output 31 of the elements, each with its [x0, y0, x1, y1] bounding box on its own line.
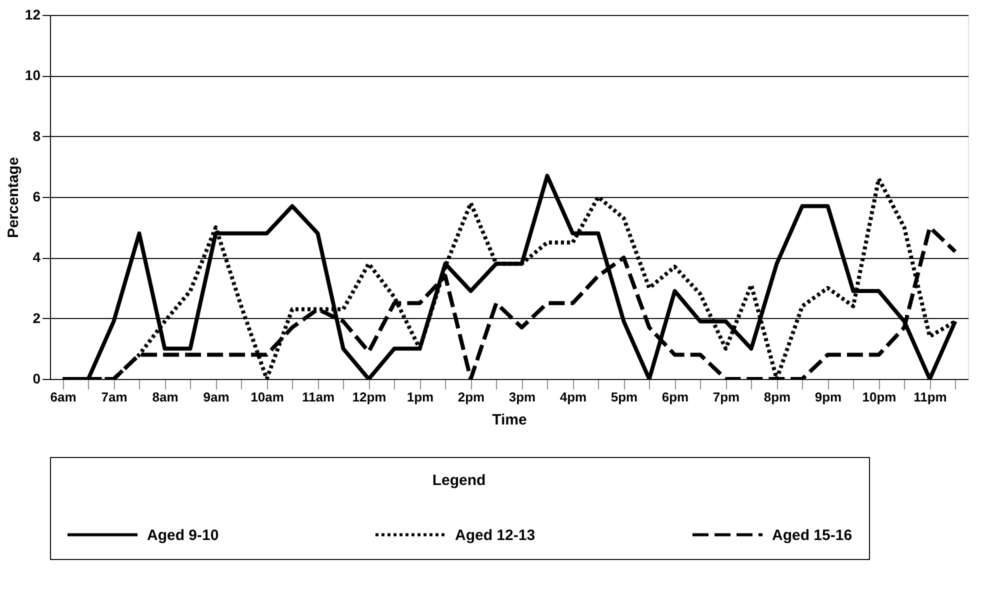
legend-label: Aged 15-16	[772, 526, 852, 544]
legend-title: Legend	[432, 472, 486, 489]
x-tick-label: 11am	[302, 390, 335, 404]
x-tick-label: 8am	[152, 390, 178, 404]
x-tick-label: 9pm	[814, 390, 842, 404]
y-tick-label: 10	[24, 67, 41, 84]
x-axis-title: Time	[492, 412, 527, 428]
x-tick-label: 10pm	[862, 390, 896, 404]
y-tick-label: 6	[32, 188, 41, 204]
x-tick-label: 2pm	[458, 390, 485, 404]
x-tick-label: 7am	[101, 390, 128, 404]
y-tick-label: 0	[32, 370, 41, 386]
x-tick-label: 8pm	[764, 390, 791, 404]
legend-label: Aged 9-10	[147, 526, 219, 544]
x-tick-label: 11pm	[914, 390, 947, 404]
x-tick-label: 6pm	[662, 390, 689, 404]
x-tick-label: 10am	[250, 390, 284, 404]
y-tick-label: 2	[32, 310, 41, 326]
x-tick-label: 12pm	[352, 390, 386, 404]
x-tick-label: 3pm	[508, 390, 536, 404]
y-axis-title: Percentage	[4, 157, 22, 238]
y-tick-label: 12	[24, 6, 41, 22]
y-tick-label: 8	[32, 128, 41, 144]
x-tick-label: 5pm	[610, 390, 638, 404]
x-tick-label: 1pm	[406, 390, 434, 404]
x-tick-label: 7pm	[712, 390, 740, 404]
x-tick-label: 6am	[50, 390, 76, 404]
y-tick-label: 4	[32, 249, 41, 266]
x-tick-label: 9am	[203, 390, 230, 404]
legend-label: Aged 12-13	[455, 526, 536, 544]
x-tick-label: 4pm	[560, 390, 587, 404]
